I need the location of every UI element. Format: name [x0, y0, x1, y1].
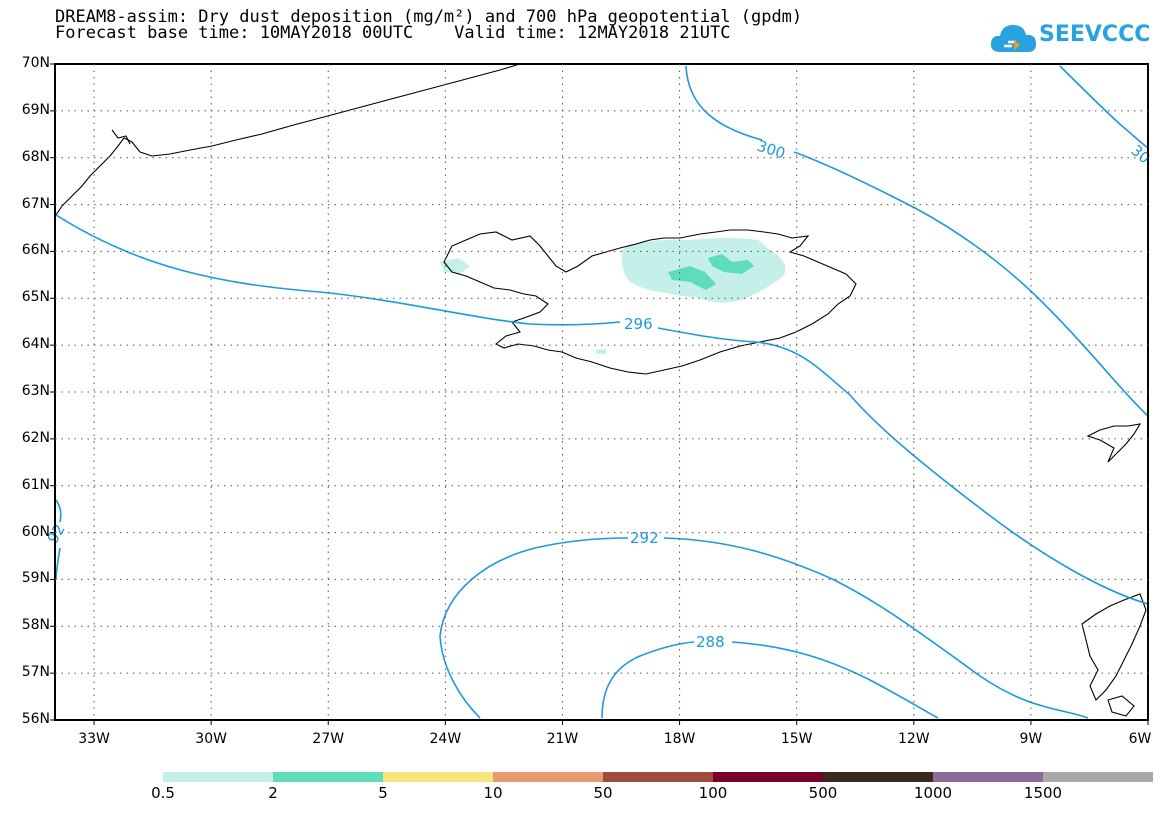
lat-label-57N: 57N — [21, 664, 50, 681]
lat-label-56N: 56N — [21, 711, 50, 727]
lon-label-24W: 24W — [429, 731, 462, 747]
colorbar-label: 1500 — [1023, 784, 1063, 802]
lat-label-68N: 68N — [21, 148, 50, 165]
lat-label-65N: 65N — [21, 289, 50, 306]
colorbar-label: 0.5 — [151, 784, 175, 802]
colorbar-label: 5 — [378, 784, 388, 802]
lat-label-66N: 66N — [21, 242, 50, 259]
contour-label-292: 292 — [630, 529, 659, 547]
contour-label-300: 300 — [755, 137, 788, 163]
colorbar-label: 50 — [593, 784, 613, 802]
lat-label-58N: 58N — [21, 617, 50, 634]
lon-label-21W: 21W — [546, 731, 579, 747]
lat-label-61N: 61N — [21, 476, 50, 493]
lon-label-12W: 12W — [897, 731, 930, 747]
colorbar-label: 10 — [483, 784, 503, 802]
lon-label-9W: 9W — [1019, 731, 1043, 747]
map-subtitle: Forecast base time: 10MAY2018 00UTC Vali… — [55, 23, 731, 43]
colorbar-swatch — [1043, 772, 1153, 782]
colorbar-swatch — [163, 772, 273, 782]
lat-label-60N: 60N — [21, 523, 50, 540]
colorbar-swatch — [933, 772, 1043, 782]
lon-label-33W: 33W — [78, 731, 110, 747]
colorbar-swatch — [493, 772, 603, 782]
lat-label-62N: 62N — [21, 429, 50, 446]
contour-label-30: 30 — [1127, 141, 1153, 167]
colorbar-swatch — [383, 772, 493, 782]
lat-label-70N: 70N — [21, 55, 50, 71]
lat-label-69N: 69N — [21, 101, 50, 118]
lon-label-27W: 27W — [312, 731, 345, 747]
colorbar-swatch — [713, 772, 823, 782]
colorbar-swatch — [603, 772, 713, 782]
colorbar-label: 2 — [268, 784, 278, 802]
colorbar-swatch — [273, 772, 383, 782]
contour-label-296: 296 — [624, 315, 653, 333]
seevccc-logo: SEEVCCC — [990, 18, 1150, 60]
lat-label-64N: 64N — [21, 336, 50, 353]
colorbar-label: 1000 — [913, 784, 953, 802]
lat-label-67N: 67N — [21, 195, 50, 212]
map-title: DREAM8-assim: Dry dust deposition (mg/m²… — [55, 7, 803, 27]
graticule — [50, 63, 1149, 725]
colorbar-label: 500 — [808, 784, 838, 802]
dust-deposition-shading — [440, 238, 786, 354]
lon-label-15W: 15W — [780, 731, 813, 747]
cloud-icon — [990, 25, 1036, 52]
lon-label-18W: 18W — [663, 731, 696, 747]
lat-label-63N: 63N — [21, 383, 50, 399]
coastlines — [55, 63, 1147, 717]
logo-text: SEEVCCC — [1039, 22, 1151, 47]
lon-label-6W: 6W — [1128, 731, 1152, 747]
lon-label-30W: 30W — [195, 731, 227, 747]
lat-label-59N: 59N — [21, 570, 50, 587]
colorbar-label: 100 — [698, 784, 728, 802]
colorbar-swatch — [823, 772, 933, 782]
contour-label-288: 288 — [696, 633, 725, 651]
